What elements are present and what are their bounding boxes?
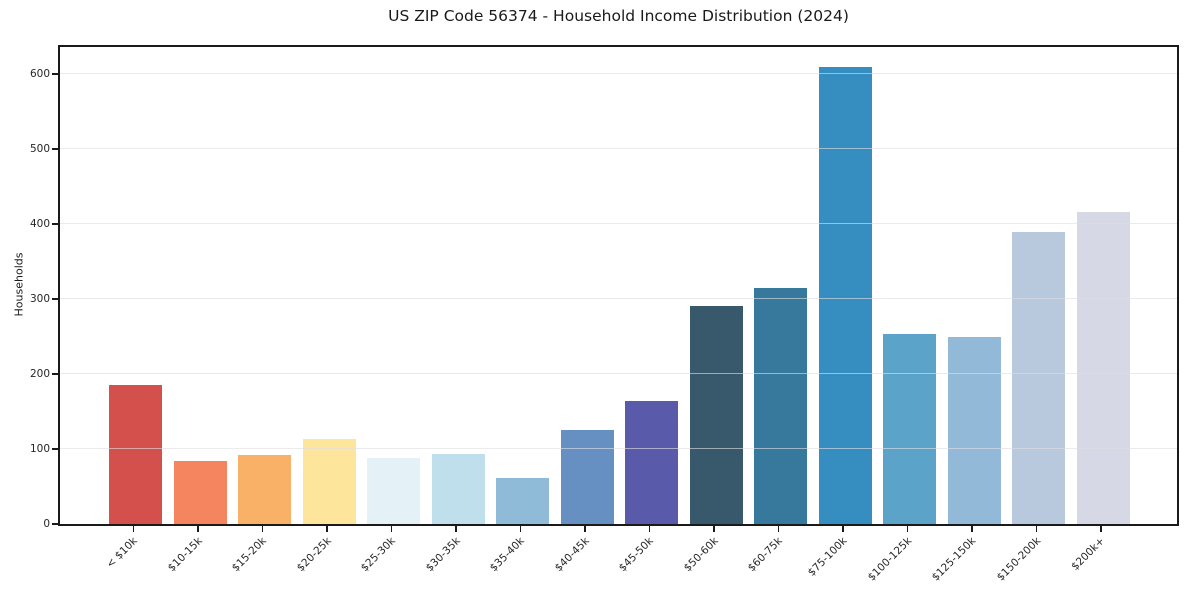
x-tick-$125-150k [971,526,973,532]
y-tick-300 [52,298,58,300]
y-axis-label: Households [12,252,26,317]
x-tick-$50-60k [713,526,715,532]
x-tick-$150-200k [1035,526,1038,532]
bar-$30-35k [431,453,485,524]
x-tick-$25-30k [390,526,393,532]
x-tick-label-$125-150k: $125-150k [929,535,979,584]
bar-$20-25k [302,439,356,524]
x-tick-label-$60-75k: $60-75k [745,535,785,575]
gridline-y600 [60,72,1177,74]
x-tick-$200k+ [1100,526,1102,532]
gridline-y200 [60,372,1177,374]
chart-title: US ZIP Code 56374 - Household Income Dis… [388,7,849,25]
bar-$15-20k [238,455,291,524]
y-tick-0 [52,523,58,525]
x-tick-label-$25-30k: $25-30k [358,535,398,575]
bar-$150-200k [1012,232,1065,524]
x-tick-label-< $10k: < $10k [104,535,140,571]
bar-$10-15k [173,461,227,524]
x-tick-$40-45k [584,526,586,532]
x-tick-$60-75k [777,526,780,532]
y-tick-600 [52,73,58,75]
bar-$100-125k [883,333,936,524]
y-tick-label-0: 0 [43,518,50,530]
y-tick-label-500: 500 [29,143,50,155]
bar-$45-50k [625,401,678,524]
y-tick-100 [52,448,58,450]
y-tick-500 [52,148,58,150]
x-tick-$15-20k [261,526,264,532]
x-tick-$10-15k [197,526,199,532]
x-tick-label-$200k+: $200k+ [1069,535,1108,573]
bar-< $10k [109,384,162,524]
x-tick-$35-40k [519,526,522,532]
plot-area [58,45,1179,526]
x-tick-$45-50k [648,526,651,532]
x-tick-label-$35-40k: $35-40k [487,535,527,575]
gridline-y300 [60,297,1177,299]
bar-$35-40k [496,478,549,524]
x-tick-label-$45-50k: $45-50k [616,535,656,575]
x-tick-label-$150-200k: $150-200k [994,535,1043,584]
x-tick-$30-35k [455,526,457,532]
x-tick-label-$50-60k: $50-60k [681,535,721,575]
bar-$40-45k [560,430,614,524]
x-tick-$100-125k [906,526,909,532]
bar-$50-60k [689,305,743,524]
x-tick-label-$10-15k: $10-15k [165,535,205,575]
x-tick-$20-25k [326,526,328,532]
bar-$25-30k [367,458,420,524]
bar-$125-150k [947,337,1001,524]
x-tick-label-$15-20k: $15-20k [229,535,269,575]
bar-$60-75k [754,287,807,524]
x-tick-$75-100k [842,526,844,532]
gridline-y500 [60,147,1177,149]
bar-$75-100k [818,67,872,524]
x-tick-label-$20-25k: $20-25k [294,535,334,575]
y-tick-200 [52,373,58,375]
y-tick-label-100: 100 [29,443,50,455]
y-tick-label-400: 400 [29,218,50,230]
x-tick-< $10k [132,526,135,532]
y-tick-400 [52,223,58,225]
gridline-y100 [60,447,1177,449]
x-tick-label-$100-125k: $100-125k [865,535,914,584]
bar-$200k+ [1076,212,1130,524]
x-tick-label-$75-100k: $75-100k [805,535,850,579]
x-tick-label-$40-45k: $40-45k [552,535,592,575]
gridline-y400 [60,222,1177,224]
y-tick-label-300: 300 [29,293,50,305]
y-tick-label-600: 600 [29,68,50,80]
x-tick-label-$30-35k: $30-35k [423,535,463,575]
y-tick-label-200: 200 [29,368,50,380]
